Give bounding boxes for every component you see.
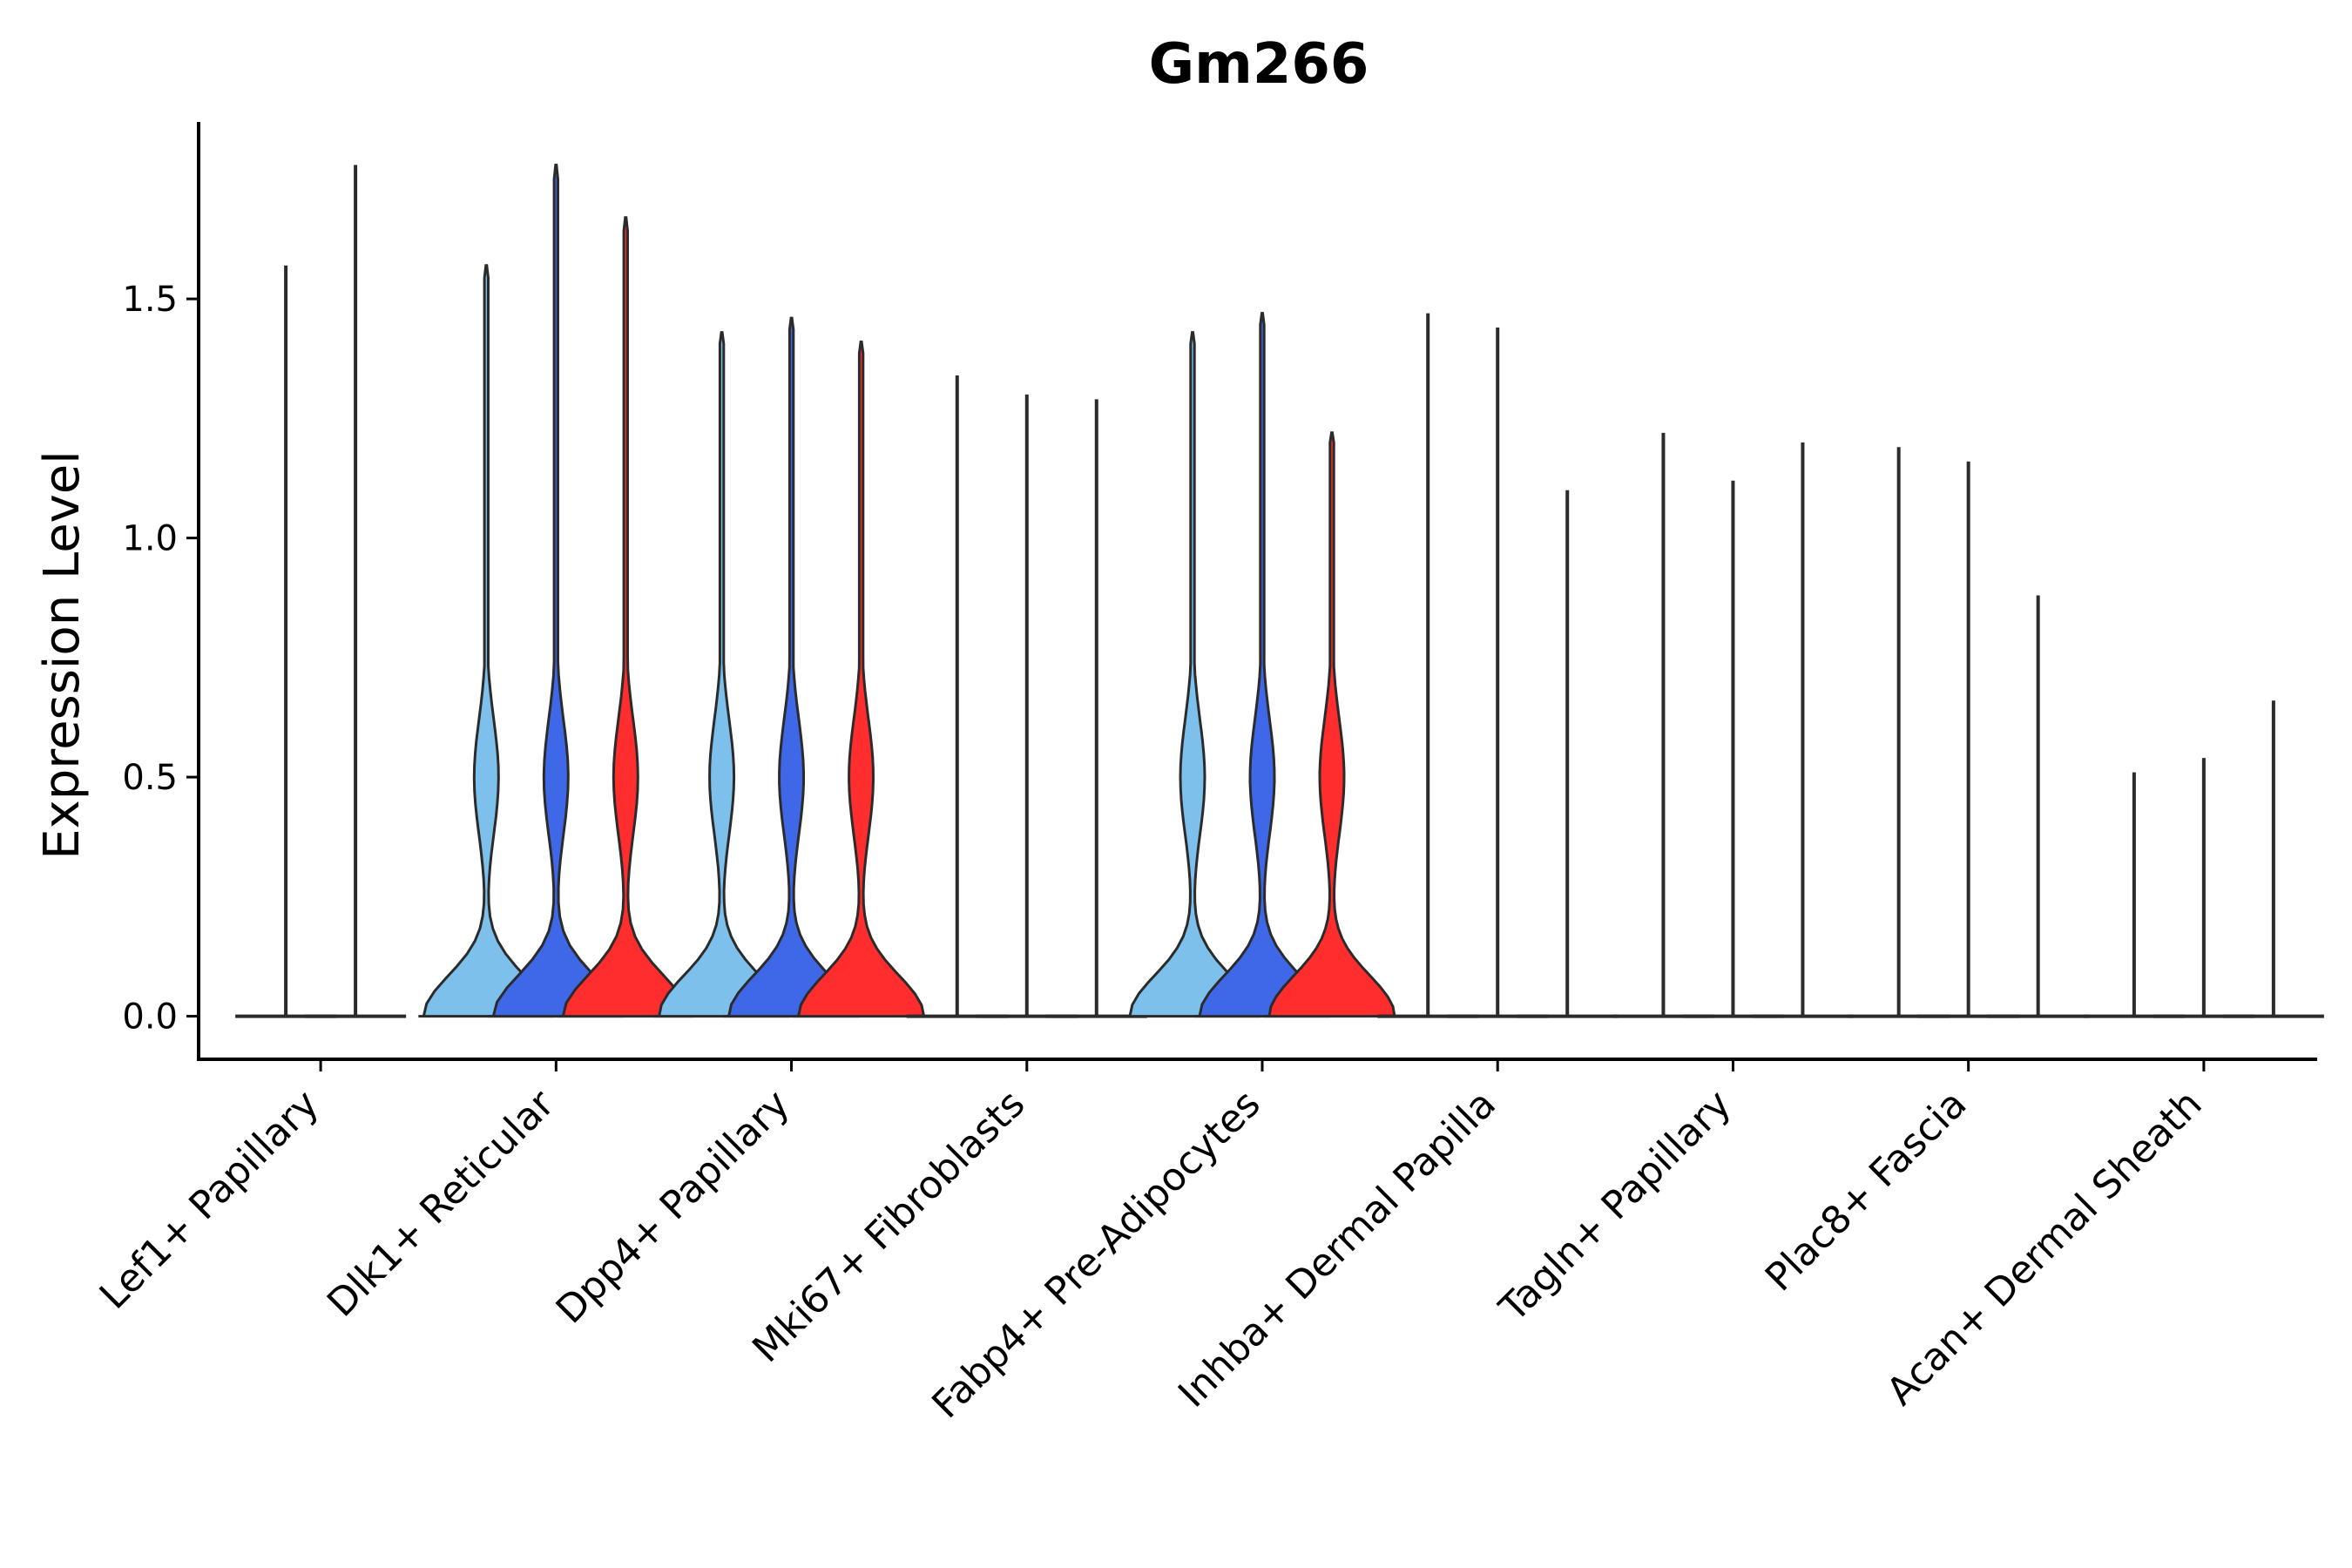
violin-body <box>723 316 860 1018</box>
violin-body <box>488 163 625 1018</box>
y-tick-label: 0.0 <box>122 997 178 1037</box>
x-tick-label: Dlk1+ Reticular <box>319 1081 564 1326</box>
y-tick-label: 1.5 <box>122 280 178 320</box>
x-tick-label: Lef1+ Papillary <box>91 1082 328 1318</box>
y-axis-label: Expression Level <box>34 450 91 860</box>
x-tick-label: Plac8+ Fascia <box>1757 1082 1976 1301</box>
y-tick-label: 1.0 <box>122 519 178 559</box>
violin-layer <box>235 163 2324 1018</box>
violin-body <box>1264 431 1400 1018</box>
violin-body <box>558 216 694 1018</box>
violin-body <box>1125 331 1260 1018</box>
x-tick-label: Dpp4+ Papillary <box>548 1082 799 1333</box>
violin-body <box>1194 312 1330 1018</box>
x-tick-label: Mki67+ Fibroblasts <box>744 1082 1033 1371</box>
violin-body <box>418 264 555 1018</box>
y-axis: 0.0 0.5 1.0 1.5 <box>122 280 199 1037</box>
y-tick-label: 0.5 <box>122 758 178 798</box>
x-tick-label: Tagln+ Papillary <box>1490 1082 1740 1331</box>
chart-title: Gm266 <box>1149 32 1369 97</box>
violin-body <box>653 331 790 1018</box>
violin-body <box>793 341 929 1018</box>
